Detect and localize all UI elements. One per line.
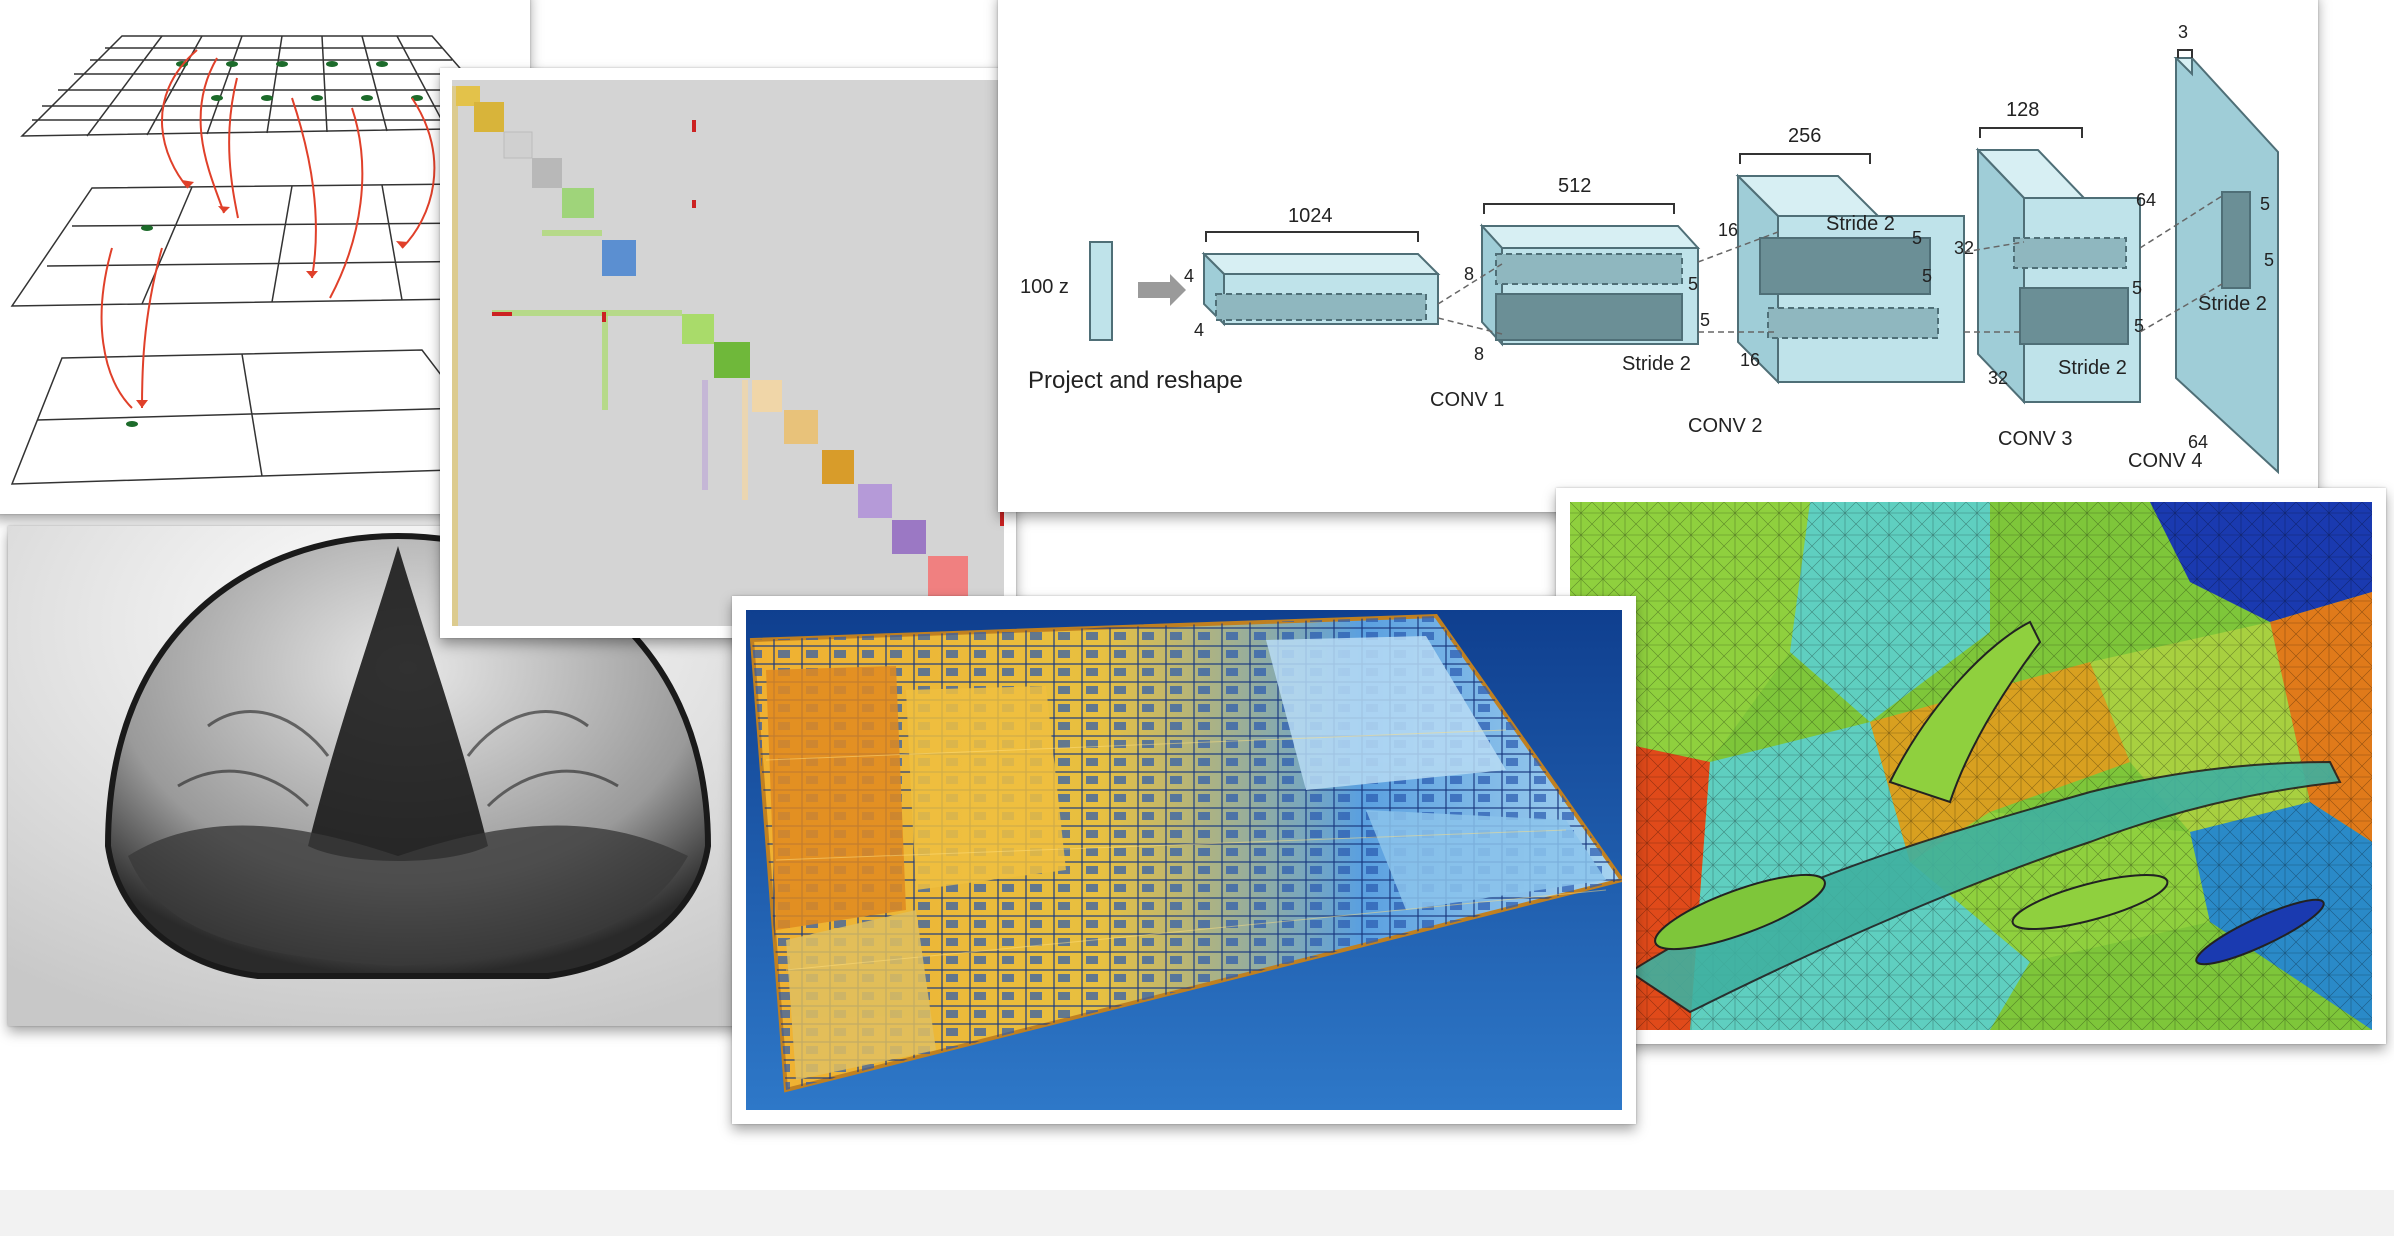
- conv4-label: CONV 4: [2128, 450, 2202, 472]
- conv2-block: [1479, 223, 1701, 347]
- conv1-d: 4: [1194, 320, 1204, 340]
- input-label: 100 z: [1020, 276, 1069, 298]
- gan-diagram-photo: 100 z Project and reshape 1024 4 4 CONV …: [998, 0, 2318, 512]
- cpu-die-photo: [732, 596, 1636, 1124]
- conv2-label: CONV 2: [1688, 415, 1762, 437]
- conv2-k: 5: [1688, 274, 1698, 294]
- aircraft-mesh-photo: [1556, 488, 2386, 1044]
- z-vector: [1089, 241, 1113, 341]
- conv2-h: 8: [1464, 264, 1474, 284]
- conv3-h: 16: [1718, 220, 1738, 240]
- conv2-stride: Stride 2: [1622, 353, 1691, 375]
- conv4-h: 32: [1954, 238, 1974, 258]
- conv2-k2: 5: [1700, 310, 1710, 330]
- output-k: 5: [2260, 194, 2270, 214]
- conv1-h: 4: [1184, 266, 1194, 286]
- conv3-label: CONV 3: [1998, 428, 2072, 450]
- conv1-width: 1024: [1288, 205, 1333, 227]
- conv3-k: 5: [1912, 228, 1922, 248]
- conv3-k2: 5: [1922, 266, 1932, 286]
- conv1-block: [1201, 251, 1441, 327]
- output-block: [2173, 57, 2279, 475]
- output-width: 3: [2178, 22, 2188, 42]
- arrow-icon: [1138, 274, 1186, 306]
- conv4-d: 32: [1988, 368, 2008, 388]
- output-d: 64: [2188, 432, 2208, 452]
- conv1-label: CONV 1: [1430, 389, 1504, 411]
- conv3-d: 16: [1740, 350, 1760, 370]
- conv3-block: [1735, 173, 1965, 385]
- sparse-matrix-photo: [440, 68, 1016, 638]
- output-h: 64: [2136, 190, 2156, 210]
- conv4-block: [1975, 147, 2141, 405]
- gan-architecture-diagram: 100 z Project and reshape 1024 4 4 CONV …: [998, 0, 2318, 512]
- conv4-k2: 5: [2134, 316, 2144, 336]
- conv3-width: 256: [1788, 125, 1821, 147]
- conv2-width: 512: [1558, 175, 1591, 197]
- conv4-k: 5: [2132, 278, 2142, 298]
- aircraft-silhouette: [1628, 620, 2342, 1014]
- conv4-stride: Stride 2: [2058, 357, 2127, 379]
- conv2-d: 8: [1474, 344, 1484, 364]
- conv4-width: 128: [2006, 99, 2039, 121]
- sparse-matrix-image: [452, 80, 1004, 626]
- conv3-stride: Stride 2: [1826, 213, 1895, 235]
- bottom-band: [0, 1190, 2394, 1236]
- cpu-die-image: [746, 610, 1622, 1110]
- kernel-connectors: [1437, 195, 2223, 335]
- caption: Project and reshape: [1028, 367, 1243, 394]
- output-k2: 5: [2264, 250, 2274, 270]
- shock-wave-image: [8, 526, 768, 1026]
- output-stride: Stride 2: [2198, 293, 2267, 315]
- aircraft-mesh-image: [1570, 502, 2372, 1030]
